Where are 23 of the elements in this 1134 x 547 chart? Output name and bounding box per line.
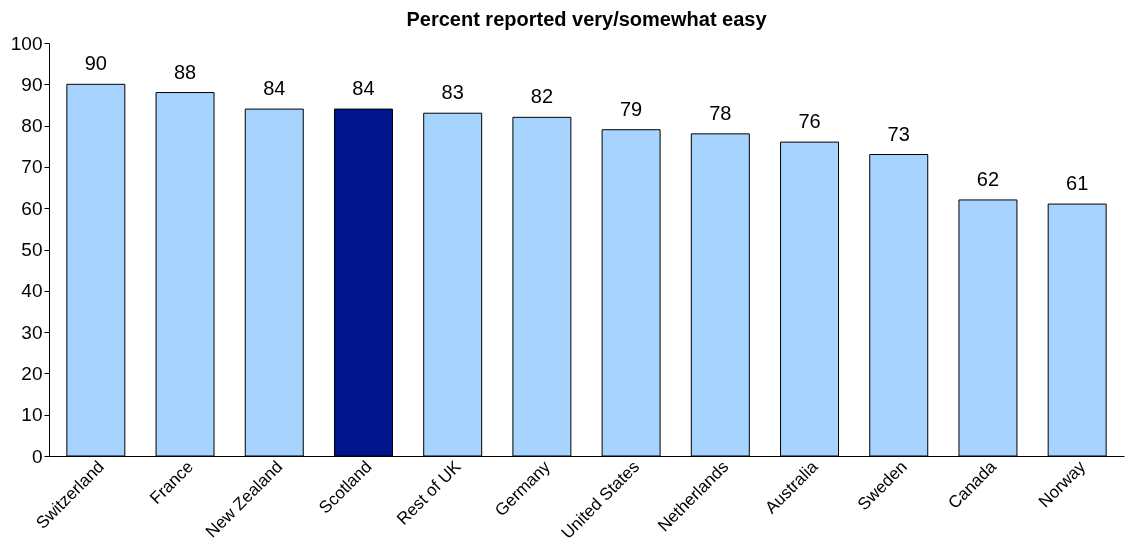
y-tick-label: 80 bbox=[21, 115, 43, 137]
data-label: 76 bbox=[798, 110, 821, 133]
data-label: 84 bbox=[352, 77, 375, 100]
data-label: 73 bbox=[887, 122, 910, 145]
data-label: 88 bbox=[173, 60, 197, 83]
data-label: 79 bbox=[619, 97, 643, 120]
chart-title: Percent reported very/somewhat easy bbox=[406, 8, 768, 30]
data-label: 82 bbox=[530, 85, 554, 108]
data-label: 83 bbox=[441, 81, 464, 104]
y-tick-label: 10 bbox=[21, 404, 43, 426]
y-tick-label: 20 bbox=[21, 362, 43, 384]
data-label: 61 bbox=[1066, 172, 1089, 195]
y-tick-label: 60 bbox=[21, 197, 43, 219]
y-tick-label: 50 bbox=[21, 239, 43, 260]
data-label: 62 bbox=[976, 167, 1000, 190]
y-tick-label: 30 bbox=[21, 321, 43, 343]
y-tick-label: 100 bbox=[10, 32, 43, 54]
data-label: 84 bbox=[263, 77, 286, 100]
data-label: 78 bbox=[709, 101, 732, 124]
data-label: 90 bbox=[84, 52, 107, 75]
y-tick-label: 40 bbox=[21, 280, 43, 302]
y-tick-label: 90 bbox=[21, 73, 43, 95]
y-tick-label: 70 bbox=[21, 156, 43, 178]
